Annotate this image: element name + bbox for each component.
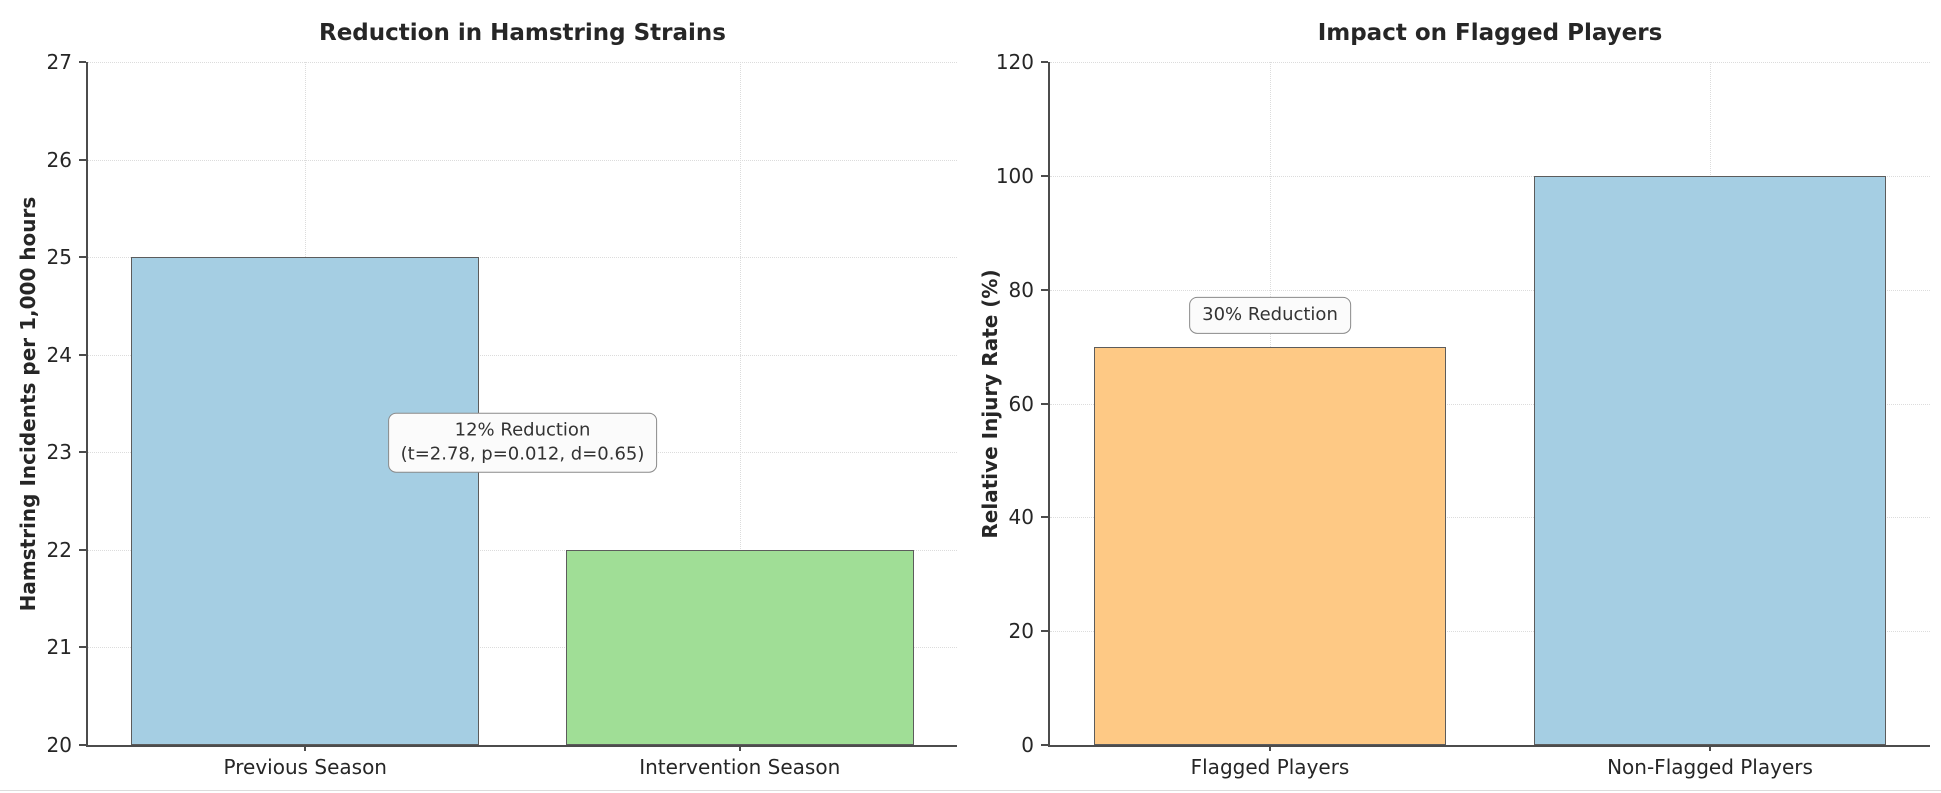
y-tick-label: 22 bbox=[46, 537, 72, 562]
x-tick-mark bbox=[1709, 745, 1711, 751]
gridline-horizontal bbox=[1050, 175, 1930, 177]
y-tick-label: 21 bbox=[46, 635, 72, 660]
gridline-horizontal bbox=[88, 647, 957, 649]
y-tick-label: 120 bbox=[995, 50, 1034, 74]
y-tick-mark bbox=[1041, 174, 1048, 177]
x-tick-mark bbox=[738, 745, 741, 751]
gridline-horizontal bbox=[88, 354, 957, 356]
y-tick-label: 80 bbox=[1008, 277, 1034, 302]
x-tick-mark bbox=[1269, 745, 1271, 751]
window-bottom-edge bbox=[0, 790, 1941, 791]
gridline-horizontal bbox=[88, 159, 957, 161]
gridline-horizontal bbox=[88, 62, 957, 63]
annotation-box: 30% Reduction bbox=[1189, 297, 1351, 334]
y-tick-mark bbox=[79, 158, 86, 161]
bar-flagged-players bbox=[1094, 346, 1446, 745]
chart-title: Impact on Flagged Players bbox=[1317, 20, 1663, 46]
annotation-line: (t=2.78, p=0.012, d=0.65) bbox=[400, 443, 645, 465]
bar-intervention-season bbox=[565, 549, 914, 745]
y-tick-label: 20 bbox=[1008, 619, 1034, 644]
gridline-horizontal bbox=[1050, 745, 1930, 746]
y-tick-mark bbox=[1041, 744, 1048, 746]
annotation-line: 30% Reduction bbox=[1202, 304, 1338, 326]
y-tick-label: 40 bbox=[1008, 505, 1034, 530]
bar-previous-season bbox=[131, 257, 480, 745]
annotation-box: 12% Reduction (t=2.78, p=0.012, d=0.65) bbox=[387, 412, 658, 473]
y-tick-mark bbox=[79, 646, 86, 649]
gridline-horizontal bbox=[1050, 517, 1930, 519]
x-tick-label: Non-Flagged Players bbox=[1607, 755, 1813, 779]
y-tick-mark bbox=[79, 61, 86, 63]
gridline-horizontal bbox=[88, 745, 957, 746]
y-tick-label: 20 bbox=[46, 733, 72, 757]
gridline-vertical bbox=[305, 62, 307, 745]
x-tick-label: Flagged Players bbox=[1190, 755, 1350, 779]
y-tick-mark bbox=[1041, 288, 1048, 291]
y-tick-mark bbox=[1041, 61, 1048, 63]
y-tick-label: 100 bbox=[995, 163, 1034, 188]
y-tick-label: 60 bbox=[1008, 391, 1034, 416]
y-axis-label: Relative Injury Rate (%) bbox=[978, 268, 1002, 539]
y-tick-label: 25 bbox=[46, 245, 72, 270]
y-axis-spine bbox=[1048, 62, 1050, 745]
gridline-horizontal bbox=[88, 257, 957, 259]
y-tick-mark bbox=[79, 353, 86, 356]
plot-area: 0 20 40 60 80 100 120 Flagged Players Non-Flagge… bbox=[996, 50, 1930, 779]
x-tick-mark bbox=[304, 745, 307, 751]
bar-non-flagged-players bbox=[1534, 175, 1886, 745]
y-tick-mark bbox=[1041, 516, 1048, 519]
y-tick-label: 26 bbox=[46, 147, 72, 172]
y-tick-mark bbox=[79, 451, 86, 454]
x-tick-label: Previous Season bbox=[223, 755, 387, 779]
x-axis-spine bbox=[86, 745, 957, 747]
y-tick-label: 27 bbox=[46, 50, 72, 74]
gridline-horizontal bbox=[88, 549, 957, 551]
x-axis-spine bbox=[1048, 745, 1930, 747]
gridline-horizontal bbox=[1050, 403, 1930, 405]
y-tick-label: 24 bbox=[46, 342, 72, 367]
gridline-vertical bbox=[739, 62, 741, 745]
annotation-line: 12% Reduction bbox=[454, 419, 591, 441]
gridline-vertical bbox=[1270, 62, 1271, 745]
y-tick-mark bbox=[79, 548, 86, 551]
gridline-horizontal bbox=[88, 452, 957, 454]
plot-area: 20 21 22 23 24 25 26 27 Previous Season Intervent… bbox=[47, 50, 957, 779]
gridline-horizontal bbox=[1050, 631, 1930, 633]
y-tick-mark bbox=[79, 744, 86, 746]
x-tick-label: Intervention Season bbox=[639, 755, 841, 779]
gridline-vertical bbox=[1710, 62, 1711, 745]
y-tick-mark bbox=[79, 256, 86, 259]
y-tick-mark bbox=[1041, 630, 1048, 633]
y-axis-spine bbox=[86, 62, 88, 745]
y-tick-label: 23 bbox=[46, 440, 72, 465]
gridline-horizontal bbox=[1050, 62, 1930, 63]
y-tick-mark bbox=[1041, 402, 1048, 405]
gridline-horizontal bbox=[1050, 289, 1930, 291]
y-axis-label: Hamstring Incidents per 1,000 hours bbox=[16, 196, 40, 611]
y-tick-label: 0 bbox=[1021, 733, 1034, 757]
chart-title: Reduction in Hamstring Strains bbox=[319, 20, 726, 46]
